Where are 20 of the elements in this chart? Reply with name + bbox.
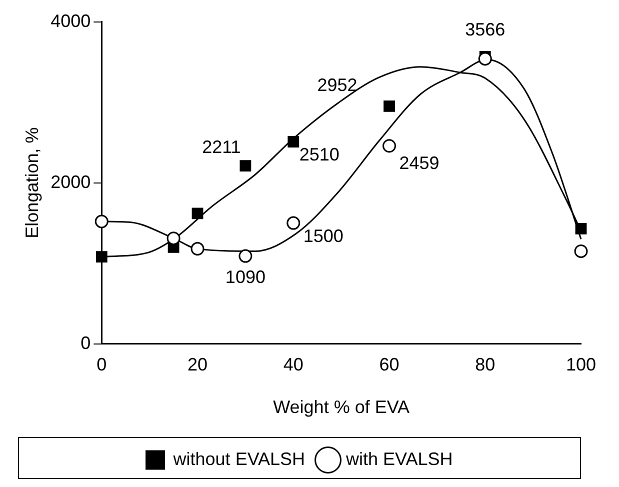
data-label: 2211	[202, 136, 241, 157]
legend-label: without EVALSH	[172, 448, 306, 469]
data-label: 1500	[303, 226, 344, 246]
data-label: 3566	[465, 20, 506, 40]
x-tick-label: 40	[283, 354, 304, 375]
x-tick-label: 100	[566, 354, 596, 375]
y-tick-label: 2000	[50, 172, 91, 192]
y-tick-label: 4000	[50, 10, 91, 31]
x-tick-label: 0	[96, 354, 107, 375]
x-axis-title: Weight % of EVA	[273, 397, 410, 418]
x-tick-label: 80	[475, 354, 496, 375]
data-label: 2459	[399, 152, 440, 173]
y-tick-label: 0	[80, 332, 91, 353]
x-tick-label: 60	[379, 354, 400, 375]
data-label: 2952	[317, 75, 358, 96]
x-tick-label: 20	[188, 354, 208, 375]
data-label: 2510	[299, 144, 340, 165]
legend-label: with EVALSH	[345, 448, 453, 469]
y-axis-title: Elongation, %	[22, 127, 42, 238]
data-label: 1090	[225, 267, 266, 288]
